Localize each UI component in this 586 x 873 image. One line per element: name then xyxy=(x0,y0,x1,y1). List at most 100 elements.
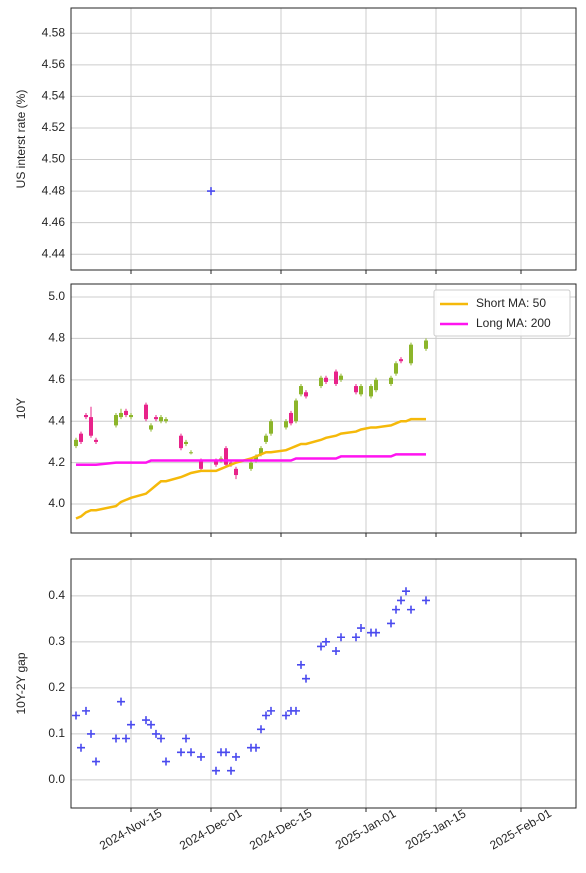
scatter-point xyxy=(322,637,330,646)
y-tick-label: 4.54 xyxy=(42,89,66,103)
scatter-point xyxy=(112,734,120,743)
y-tick-label: 0.1 xyxy=(48,726,65,740)
x-tick-label: 2024-Nov-15 xyxy=(97,806,164,853)
scatter-point xyxy=(297,660,305,669)
ma-line xyxy=(75,417,426,520)
x-tick-label: 2025-Jan-15 xyxy=(403,806,469,852)
candle-body xyxy=(214,460,218,465)
candle-body xyxy=(389,377,393,384)
y-tick-label: 4.50 xyxy=(42,152,66,166)
scatter-point xyxy=(257,725,265,734)
scatter-point xyxy=(197,752,205,761)
candle-body xyxy=(94,439,98,442)
scatter-point xyxy=(127,720,135,729)
candle-body xyxy=(359,386,363,395)
candle-body xyxy=(234,468,238,476)
y-tick-label: 4.6 xyxy=(48,372,65,386)
candle-body xyxy=(149,425,153,430)
scatter-point xyxy=(182,734,190,743)
candle-body xyxy=(114,415,118,426)
candle-body xyxy=(269,421,273,434)
x-tick-label: 2024-Dec-15 xyxy=(247,806,314,853)
x-tick-label: 2025-Jan-01 xyxy=(333,806,399,852)
scatter-point xyxy=(207,187,215,196)
legend: Short MA: 50 Long MA: 200 xyxy=(433,289,571,337)
candle-body xyxy=(294,400,298,422)
y-axis-label: 10Y-2Y gap xyxy=(14,652,28,714)
candle-body xyxy=(224,448,228,465)
scatter-point xyxy=(282,711,290,720)
candle-body xyxy=(424,340,428,349)
y-tick-label: 4.2 xyxy=(48,455,65,469)
candle-body xyxy=(124,410,128,416)
scatter-point xyxy=(157,734,165,743)
scatter-point xyxy=(392,605,400,614)
scatter-point xyxy=(387,619,395,628)
candle-body xyxy=(199,460,203,469)
x-tick-label: 2025-Feb-01 xyxy=(487,806,554,853)
scatter-point xyxy=(187,748,195,757)
candle-body xyxy=(409,344,413,364)
candle-body xyxy=(354,386,358,393)
candle-body xyxy=(79,433,83,442)
scatter-point xyxy=(302,674,310,683)
y-tick-label: 4.0 xyxy=(48,496,65,510)
axes-frame xyxy=(70,283,577,534)
y-tick-label: 4.4 xyxy=(48,413,65,427)
axes-frame xyxy=(70,558,577,809)
scatter-point xyxy=(397,596,405,605)
scatter-point xyxy=(317,642,325,651)
scatter-point xyxy=(227,766,235,775)
scatter-point xyxy=(212,766,220,775)
y-tick-label: 4.58 xyxy=(42,25,66,39)
candle-body xyxy=(154,417,158,420)
y-axis-label: 10Y xyxy=(14,398,28,419)
candle-body xyxy=(184,441,188,444)
scatter-point xyxy=(117,697,125,706)
candle-body xyxy=(399,359,403,362)
ma-line xyxy=(76,453,426,466)
candle-body xyxy=(189,452,193,454)
y-tick-label: 4.44 xyxy=(42,246,66,260)
candle-body xyxy=(324,377,328,382)
candle-body xyxy=(164,419,168,422)
y-tick-label: 4.48 xyxy=(42,183,66,197)
y-tick-label: 0.3 xyxy=(48,634,65,648)
scatter-point xyxy=(72,711,80,720)
candle-body xyxy=(289,412,293,424)
scatter-point xyxy=(87,729,95,738)
scatter-point xyxy=(267,706,275,715)
scatter-point xyxy=(332,647,340,656)
scatter-point xyxy=(77,743,85,752)
y-tick-label: 4.52 xyxy=(42,120,66,134)
scatter-point xyxy=(357,624,365,633)
candle-body xyxy=(394,363,398,374)
scatter-point xyxy=(162,757,170,766)
candle-body xyxy=(319,377,323,387)
y-tick-label: 0.2 xyxy=(48,680,65,694)
scatter-point xyxy=(422,596,430,605)
scatter-point xyxy=(252,743,260,752)
scatter-point xyxy=(92,757,100,766)
axes-frame xyxy=(70,7,577,271)
scatter-point xyxy=(177,748,185,757)
scatter-point xyxy=(352,633,360,642)
scatter-point xyxy=(262,711,270,720)
y-tick-label: 4.46 xyxy=(42,215,66,229)
candle-body xyxy=(299,386,303,395)
scatter-point xyxy=(147,720,155,729)
scatter-point xyxy=(372,628,380,637)
scatter-point xyxy=(407,605,415,614)
scatter-point xyxy=(292,706,300,715)
x-tick-label: 2024-Dec-01 xyxy=(177,806,244,853)
candle-body xyxy=(249,462,253,469)
scatter-point xyxy=(142,716,150,725)
legend-label: Long MA: 200 xyxy=(476,316,551,330)
candle-body xyxy=(159,417,163,422)
candle-body xyxy=(264,435,268,442)
y-axis-label: US interst rate (%) xyxy=(14,90,28,189)
scatter-point xyxy=(402,587,410,596)
candle-body xyxy=(339,375,343,380)
